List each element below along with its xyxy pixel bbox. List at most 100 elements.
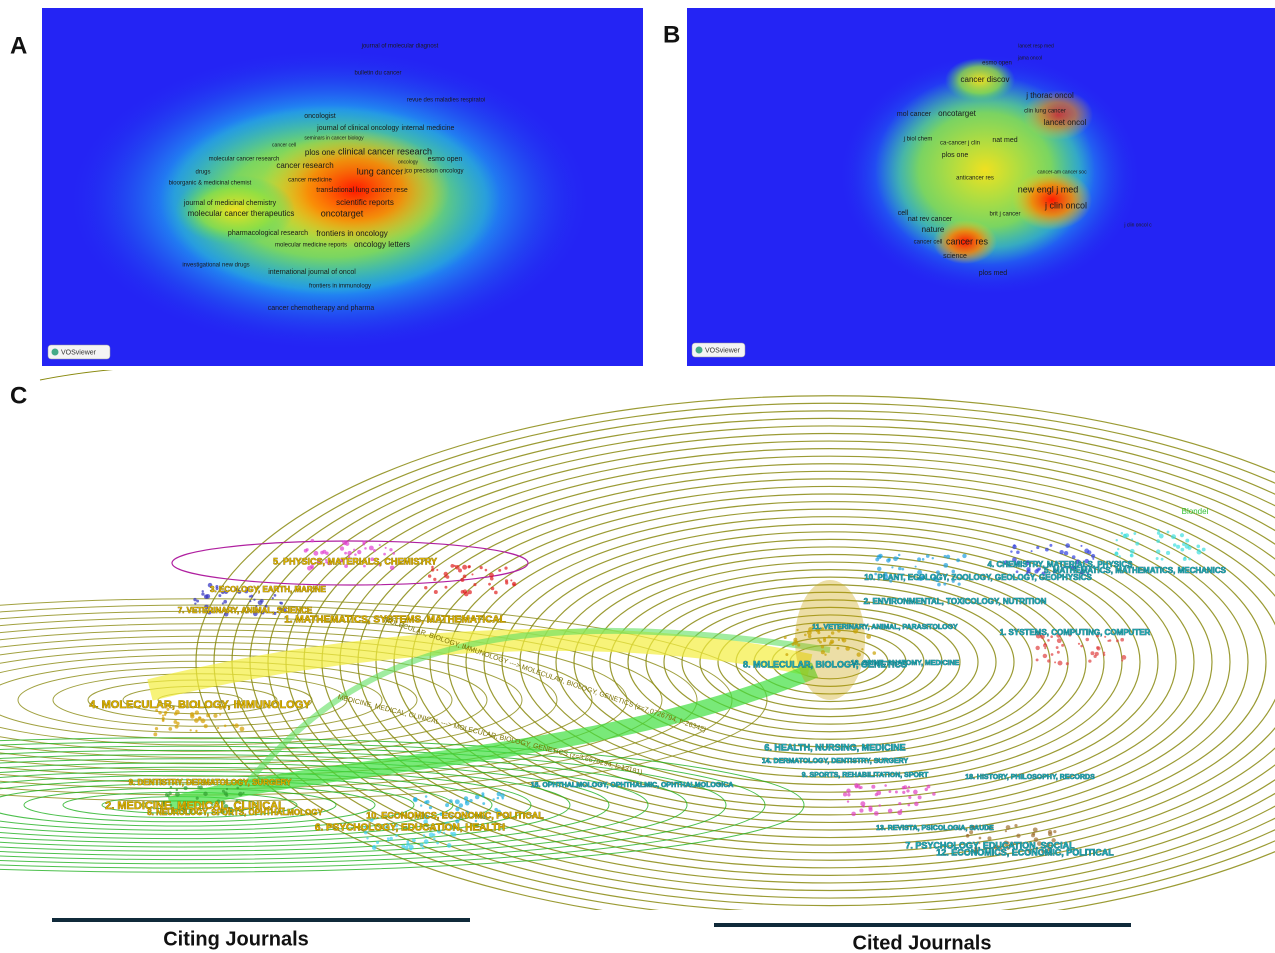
journal-label: cancer research (276, 161, 333, 170)
cluster-label: 16. OPHTHALMOLOGY, OPHTHALMIC, OPHTHALMO… (531, 782, 734, 789)
journal-dot (469, 799, 472, 802)
journal-dot (206, 713, 210, 717)
journal-label: oncologist (304, 113, 336, 120)
journal-dot (304, 549, 308, 553)
journal-dot (785, 653, 788, 656)
journal-dot (866, 634, 871, 639)
journal-dot (234, 723, 239, 728)
journal-dot (153, 732, 157, 736)
cluster-label: 13. REVISTA, PSICOLOGIA, SAUDE (876, 825, 994, 832)
journal-dot (884, 784, 887, 787)
journal-dot (895, 791, 898, 794)
journal-dot (173, 720, 177, 724)
journal-dot (918, 795, 922, 799)
journal-dot (1156, 549, 1160, 553)
journal-dot (902, 791, 905, 794)
journal-dot (213, 714, 217, 718)
journal-dot (428, 574, 431, 577)
journal-dot (311, 566, 314, 569)
journal-dot (1202, 548, 1206, 552)
journal-dot (831, 631, 834, 634)
journal-dot (203, 792, 207, 796)
journal-dot (362, 543, 365, 546)
cluster-label: 1. SYSTEMS, COMPUTING, COMPUTER (1000, 628, 1151, 637)
journal-label: lancet resp med (1018, 43, 1054, 49)
journal-dot (424, 586, 427, 589)
journal-dot (1084, 549, 1089, 554)
journal-dot (222, 602, 224, 604)
journal-dot (423, 834, 426, 837)
journal-dot (490, 577, 494, 581)
journal-dot (1120, 638, 1124, 642)
cluster-label: 12. ECONOMICS, ECONOMIC, POLITICAL (936, 847, 1114, 857)
journal-dot (841, 638, 844, 641)
journal-label: lancet oncol (1044, 118, 1087, 127)
journal-dot (155, 727, 158, 730)
journal-dot (1012, 545, 1016, 549)
citation-path (150, 640, 810, 690)
journal-dot (1173, 543, 1177, 547)
journal-dot (937, 583, 941, 587)
journal-dot (322, 550, 326, 554)
journal-dot (836, 647, 839, 650)
journal-dot (1048, 832, 1052, 836)
journal-dot (1043, 643, 1047, 647)
journal-dot (168, 727, 172, 731)
journal-dot (897, 557, 899, 559)
journal-dot (444, 586, 447, 589)
journal-dot (1096, 646, 1099, 649)
journal-dot (162, 714, 164, 716)
journal-label: cancer cell (272, 142, 296, 148)
journal-dot (201, 593, 204, 596)
watermark: VOSviewer (705, 347, 741, 354)
journal-dot (224, 791, 228, 795)
journal-label: mol cancer (897, 111, 932, 118)
journal-dot (888, 809, 893, 814)
journal-dot (869, 808, 873, 812)
cluster-label: 9. DENTISTRY, DERMATOLOGY, SURGERY (129, 778, 292, 787)
journal-dot (1117, 548, 1119, 550)
journal-dot (240, 727, 245, 732)
journal-dot (857, 784, 860, 787)
journal-dot (908, 796, 911, 799)
journal-dot (851, 812, 856, 817)
cluster-label: 2. ENVIRONMENTAL, TOXICOLOGY, NUTRITION (864, 597, 1047, 606)
overlay-arc (40, 368, 130, 380)
cluster-label: 5. PHYSICS, MATERIALS, CHEMISTRY (273, 556, 437, 566)
journal-dot (1109, 639, 1112, 642)
cluster-label: 10. ECONOMICS, ECONOMIC, POLITICAL (366, 810, 544, 820)
journal-dot (1014, 824, 1017, 827)
journal-dot (204, 724, 208, 728)
journal-dot (497, 792, 501, 796)
journal-dot (217, 727, 219, 729)
journal-label: esmo open (982, 61, 1012, 67)
journal-dot (366, 837, 368, 839)
journal-label: new engl j med (1018, 184, 1079, 194)
journal-dot (927, 785, 931, 789)
journal-dot (460, 578, 464, 582)
journal-dot (1054, 661, 1056, 663)
journal-dot (455, 799, 460, 804)
journal-dot (226, 788, 228, 790)
journal-dot (1197, 550, 1202, 555)
journal-dot (459, 803, 463, 807)
journal-dot (862, 805, 865, 808)
journal-dot (857, 652, 861, 656)
journal-dot (387, 837, 389, 839)
journal-dot (253, 599, 255, 601)
journal-label: frontiers in immunology (309, 284, 371, 290)
journal-dot (475, 795, 480, 800)
journal-dot (898, 554, 900, 556)
journal-label: esmo open (428, 156, 463, 163)
journal-dot (412, 838, 416, 842)
journal-dot (1064, 551, 1068, 555)
cluster-label: 10. PLANT, ECOLOGY, ZOOLOGY, GEOLOGY, GE… (864, 573, 1092, 582)
journal-dot (489, 573, 494, 578)
journal-dot (845, 646, 850, 651)
journal-dot (198, 716, 202, 720)
journal-dot (932, 557, 934, 559)
journal-dot (1157, 531, 1160, 534)
journal-dot (1095, 652, 1099, 656)
journal-label: nature (922, 225, 945, 234)
